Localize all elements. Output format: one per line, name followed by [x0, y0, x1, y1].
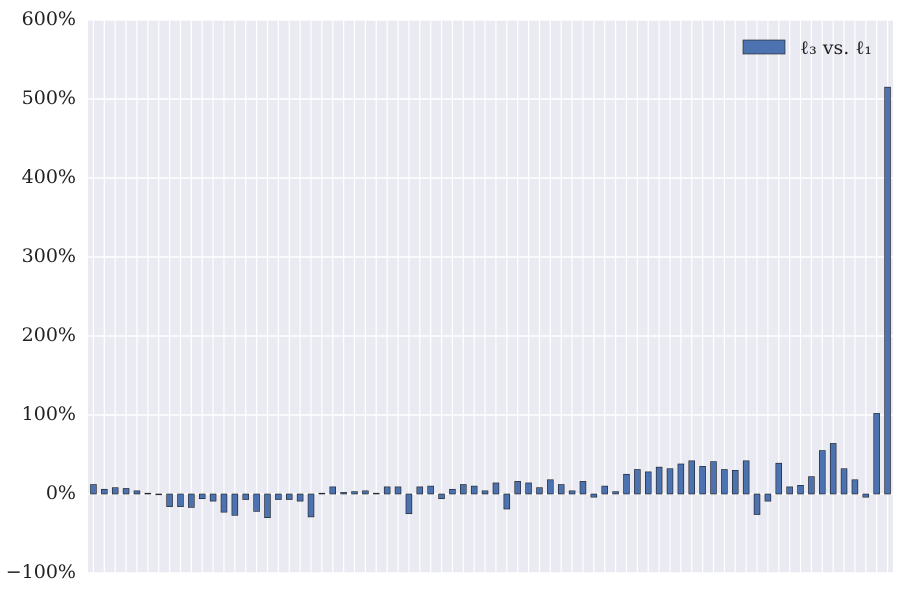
- bar: [296, 493, 304, 502]
- y-tick-label: 0%: [46, 482, 76, 504]
- bar: [775, 462, 783, 495]
- bar: [525, 482, 532, 495]
- bar: [122, 488, 130, 495]
- y-tick-label: 300%: [22, 245, 76, 267]
- bar: [438, 493, 445, 500]
- bar: [340, 492, 347, 495]
- bar: [405, 493, 413, 515]
- y-tick-label: −100%: [6, 561, 76, 583]
- bar: [133, 490, 141, 495]
- bar: [873, 413, 880, 495]
- plot-background: [88, 20, 893, 573]
- bar: [797, 485, 804, 495]
- bar: [764, 493, 772, 502]
- bar: [688, 460, 695, 495]
- bar: [851, 479, 859, 495]
- bar: [111, 487, 119, 495]
- y-tick-label: 100%: [22, 403, 76, 425]
- bar: [557, 484, 565, 495]
- bar: [275, 493, 282, 500]
- bar: [862, 493, 870, 498]
- bar: [460, 484, 467, 495]
- bar: [514, 481, 521, 495]
- bar: [612, 491, 619, 495]
- y-tick-label: 400%: [22, 166, 76, 188]
- bar: [492, 482, 500, 495]
- bar: [840, 468, 848, 495]
- bar: [144, 492, 152, 495]
- bar: [242, 493, 249, 500]
- bar: [819, 450, 826, 495]
- bar: [177, 493, 184, 507]
- bar: [742, 460, 750, 495]
- bar: [568, 490, 576, 495]
- bar: [253, 493, 260, 512]
- bar: [481, 490, 489, 495]
- bar: [427, 485, 434, 495]
- bar: [666, 468, 674, 495]
- y-tick-label: 200%: [22, 324, 76, 346]
- bar: [231, 493, 239, 516]
- bar: [373, 492, 380, 495]
- bar: [416, 486, 424, 495]
- bar: [644, 471, 652, 495]
- bar: [351, 491, 358, 495]
- legend-label: ℓ₃ vs. ℓ₁: [800, 37, 872, 59]
- bar: [166, 493, 173, 507]
- bar: [198, 493, 206, 500]
- bar: [90, 484, 97, 495]
- y-tick-label: 600%: [22, 8, 76, 30]
- bar: [829, 443, 837, 495]
- bar: [394, 486, 402, 495]
- y-tick-label: 500%: [22, 87, 76, 109]
- bar: [264, 493, 271, 519]
- bar: [449, 488, 456, 495]
- bar: [721, 469, 728, 495]
- bar: [786, 486, 793, 495]
- bar: [808, 476, 815, 495]
- bar: [329, 486, 337, 495]
- bar: [634, 469, 641, 495]
- bar: [623, 473, 630, 495]
- bar: [101, 488, 108, 495]
- bar: [677, 463, 685, 495]
- bar: [307, 493, 315, 518]
- bar: [753, 493, 761, 515]
- bar: [155, 493, 162, 496]
- bar: [318, 492, 326, 495]
- bar: [590, 493, 598, 498]
- bar: [220, 493, 228, 513]
- legend-swatch: [742, 39, 786, 55]
- bar: [732, 469, 739, 495]
- bar: [699, 466, 706, 495]
- bar: [383, 486, 391, 495]
- bar: [710, 461, 717, 495]
- bar: [362, 490, 369, 495]
- bar: [547, 479, 554, 495]
- bar: [188, 493, 195, 508]
- bar: [601, 485, 608, 495]
- bar: [503, 493, 511, 510]
- bar: [536, 487, 543, 495]
- bar: [470, 485, 478, 495]
- bar: [209, 493, 217, 502]
- bar: [286, 493, 293, 500]
- bar: [884, 86, 891, 495]
- bar: [655, 466, 663, 495]
- bar: [579, 481, 587, 495]
